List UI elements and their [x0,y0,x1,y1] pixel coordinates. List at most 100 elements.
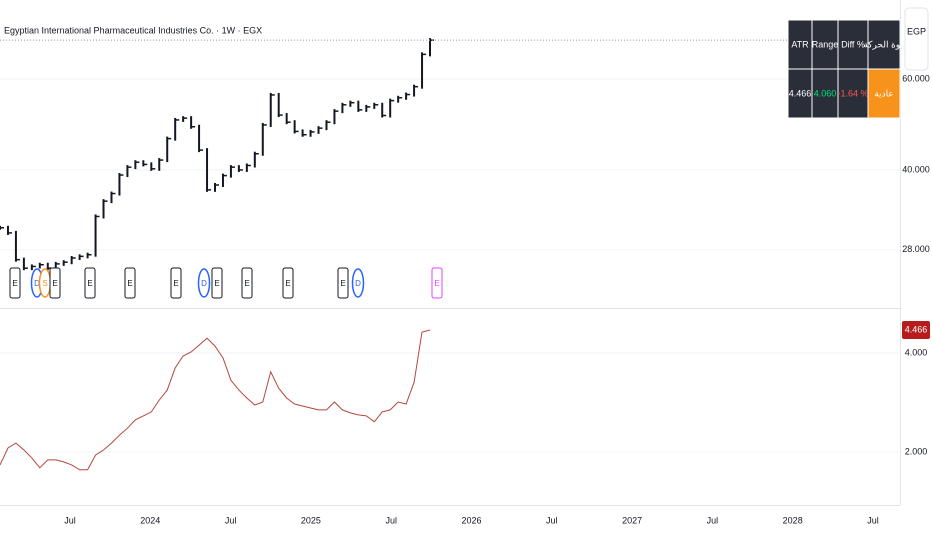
price-bar [6,225,9,235]
price-bar [285,113,288,125]
price-bar [126,165,129,178]
price-bar [158,158,161,171]
price-bar [110,191,113,204]
y-tick-label: 4.000 [905,347,928,357]
currency-box[interactable] [904,7,929,71]
price-bar [38,262,41,269]
y-tick-label: 40.000 [902,164,930,174]
table-header-text: قوة الحركة [863,39,904,50]
price-bar [54,261,57,271]
price-bar [397,95,400,103]
event-letter: D [355,279,361,288]
event-marker [9,267,21,299]
event-letter: D [34,279,40,288]
event-letter: E [87,279,92,288]
event-letter: E [127,279,132,288]
symbol-title: Egyptian International Pharmaceutical In… [4,25,262,35]
price-bar [293,120,296,134]
indicator-table: ATR 4.466 Range 4.060 Diff % -1.64 % قوة الحرك… [787,19,905,119]
price-bar [46,262,49,271]
price-bar [102,199,105,219]
table-header-text: ATR [791,39,809,49]
price-bar [421,52,424,89]
x-tick-label: Jul [64,515,76,525]
event-marker [241,267,253,299]
table-value-text: -1.64 % [837,88,868,98]
price-bar [166,136,169,163]
x-tick-label: Jul [707,515,719,525]
price-bar [30,264,33,271]
event-letter: S [42,279,47,288]
price-bar [14,230,17,262]
price-bar [269,92,272,127]
price-bar [229,165,232,178]
price-bar [206,148,209,192]
x-tick-label: 2028 [783,515,803,525]
x-tick-label: Jul [385,515,397,525]
event-letter: E [214,279,219,288]
x-tick-label: Jul [546,515,558,525]
table-value-cell [787,68,813,119]
table-header-cell [787,19,813,70]
price-bar [341,102,344,114]
y-tick-label: 60.000 [902,73,930,83]
price-bar [245,163,248,172]
price-bar [373,102,376,109]
table-value-text: 4.466 [789,88,812,98]
price-bar [150,162,153,171]
price-bar [190,116,193,129]
event-marker [431,267,443,299]
price-bar [214,182,216,192]
price-bar [70,256,73,265]
event-letter: E [434,279,439,288]
currency-label: EGP [907,26,926,36]
price-bar [62,260,65,266]
price-bar [389,98,392,118]
price-bar [317,126,320,134]
event-letter: E [340,279,345,288]
table-header-cell [867,19,901,70]
table-header-text: Diff % [841,39,865,49]
x-tick-label: 2025 [301,515,321,525]
event-letter: E [173,279,178,288]
table-value-cell [837,68,869,119]
event-letter: E [12,279,17,288]
price-bar [349,100,352,107]
event-marker [170,267,182,299]
price-bar [118,173,121,196]
x-tick-label: Jul [867,515,879,525]
price-bar [405,92,408,100]
price-bar [198,124,201,153]
price-bar [182,116,185,122]
price-bar [365,104,368,112]
x-tick-label: 2026 [461,515,481,525]
table-value-cell [811,68,839,119]
price-bar [174,117,177,141]
price-bar [429,38,431,57]
event-letter: E [285,279,290,288]
price-bar [277,92,280,118]
price-bar [142,160,145,167]
event-marker [337,267,349,299]
price-bar [333,109,336,125]
atr-line [0,329,431,471]
price-bar [309,129,312,137]
event-marker [49,267,61,299]
price-bar [301,129,304,137]
y-tick-label: 28.000 [902,244,930,254]
price-bar [94,214,97,257]
event-letter: E [244,279,249,288]
price-bar [381,102,384,118]
table-header-text: Range [812,39,839,49]
price-bar [261,122,264,156]
table-header-cell [837,19,869,70]
x-tick-label: 2024 [140,515,160,525]
event-marker [282,267,294,299]
price-bar [357,100,360,112]
price-bar [325,120,328,131]
event-marker [211,267,223,299]
y-tick-label: 2.000 [905,446,928,456]
